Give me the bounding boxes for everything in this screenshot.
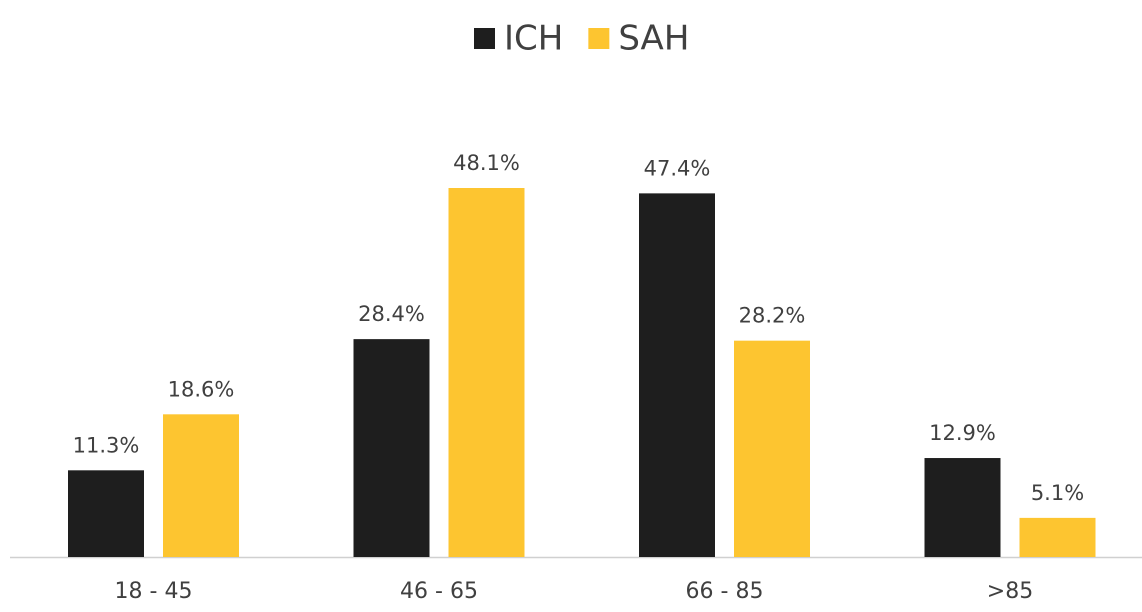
x-tick-label: >85 xyxy=(987,579,1033,604)
data-label: 48.1% xyxy=(453,151,520,175)
data-label: 11.3% xyxy=(73,433,140,457)
legend-swatch xyxy=(588,28,610,49)
data-label: 12.9% xyxy=(929,421,996,445)
data-label: 47.4% xyxy=(644,156,711,180)
bar xyxy=(353,339,430,557)
x-tick-label: 66 - 85 xyxy=(686,579,764,604)
data-label: 5.1% xyxy=(1031,481,1084,505)
data-label: 18.6% xyxy=(168,377,235,401)
legend-label: ICH xyxy=(504,19,563,59)
legend-label: SAH xyxy=(618,19,689,59)
legend-swatch xyxy=(474,28,495,49)
data-label: 28.4% xyxy=(358,302,425,326)
bar xyxy=(924,458,1001,557)
bar xyxy=(163,414,239,557)
bar xyxy=(68,470,144,557)
bar xyxy=(639,193,715,557)
x-tick-label: 46 - 65 xyxy=(400,579,478,604)
data-label: 28.2% xyxy=(739,304,806,328)
bar xyxy=(1019,517,1096,557)
x-tick-label: 18 - 45 xyxy=(115,579,193,604)
bar xyxy=(734,340,810,557)
bar xyxy=(448,188,525,557)
